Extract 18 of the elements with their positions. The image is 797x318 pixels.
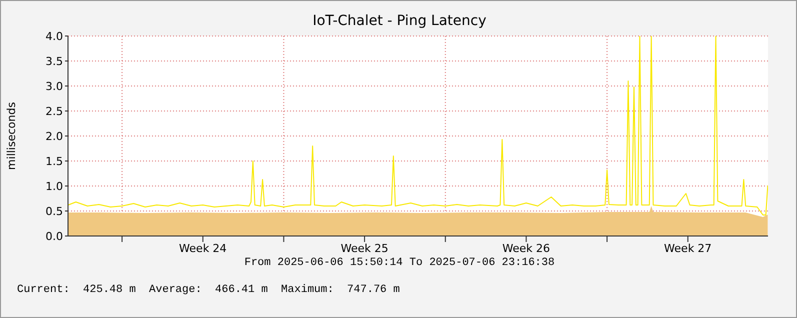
y-tick-label: 4.0 xyxy=(46,30,63,43)
y-tick-label: 3.0 xyxy=(46,80,63,93)
text: Current: 425.48 m Average: 466.41 m Maximum: 747.76 m xyxy=(17,284,400,296)
x-tick-label: Week 24 xyxy=(179,242,227,255)
text: From 2025-06-06 15:50:14 To 2025-07-06 23:16:38 xyxy=(243,257,556,269)
y-axis-title: milliseconds xyxy=(4,102,18,170)
y-tick-label: 1.0 xyxy=(46,180,63,193)
y-tick-label: 2.5 xyxy=(46,104,63,118)
y-tick-label: 3.5 xyxy=(46,54,63,68)
x-tick-label: Week 25 xyxy=(340,242,388,255)
y-tick-label: 1.5 xyxy=(46,154,63,168)
x-tick-label: Week 27 xyxy=(664,242,712,255)
y-tick-label: 0.5 xyxy=(46,204,63,218)
line-series xyxy=(68,36,768,216)
y-tick-label: 2.0 xyxy=(46,130,63,143)
x-tick-label: Week 26 xyxy=(502,242,550,255)
y-tick-label: 0.0 xyxy=(46,230,63,243)
chart-title: IoT-Chalet - Ping Latency xyxy=(312,13,488,29)
